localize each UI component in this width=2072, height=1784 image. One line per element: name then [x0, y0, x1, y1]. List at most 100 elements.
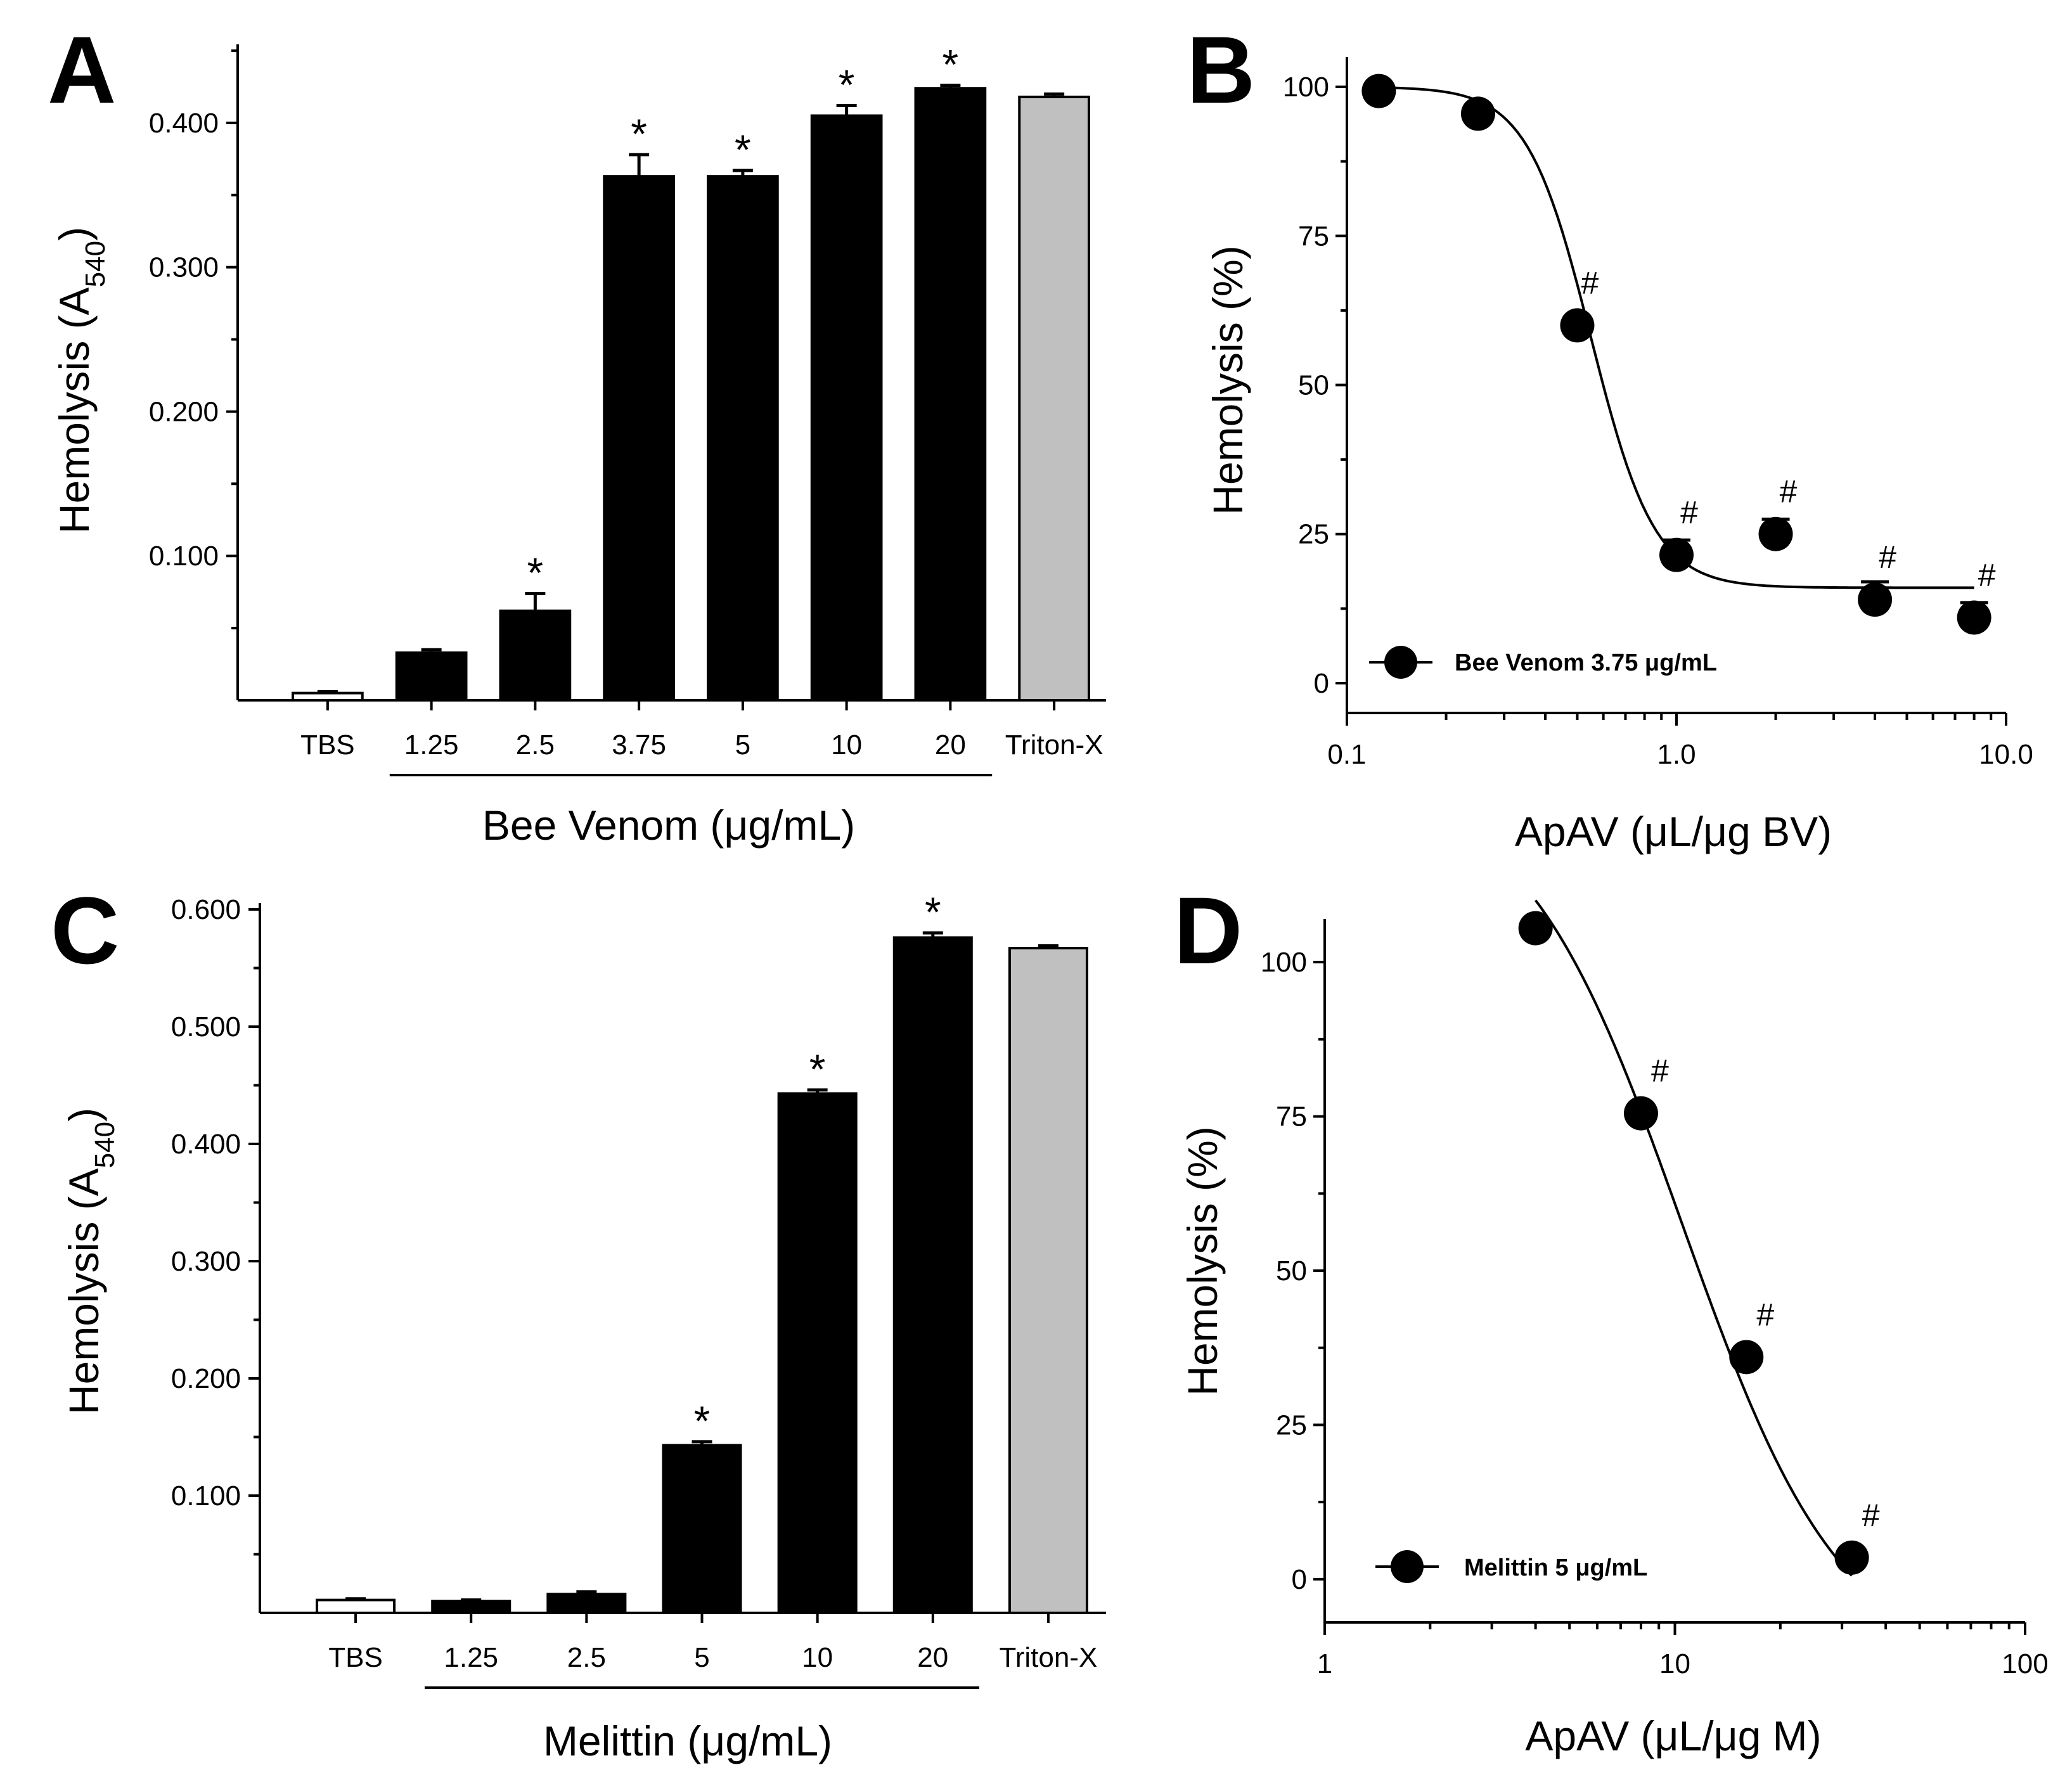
panel-a-category-label: Triton-X — [1005, 729, 1104, 760]
panel-c-bar — [316, 1598, 396, 1614]
panel-b-data-point — [1460, 96, 1495, 131]
panel-c-ytick-label: 0.400 — [171, 1129, 241, 1160]
panel-a: A Hemolysis (A540) Bee Venom (μg/mL) 0.1… — [48, 16, 1106, 849]
panel-d-fit-curve — [1535, 899, 1853, 1577]
panel-a-category-label: 20 — [935, 729, 966, 760]
panel-c-significance-star: * — [809, 1046, 826, 1093]
panel-d-significance-hash: # — [1756, 1297, 1774, 1332]
panel-c-bar — [431, 1600, 512, 1614]
panel-d-significance-hash: # — [1862, 1498, 1880, 1533]
panel-c-category-label: TBS — [328, 1642, 383, 1673]
panel-d-legend-label: Melittin 5 μg/mL — [1464, 1555, 1647, 1581]
panel-c-category-label: 1.25 — [444, 1642, 498, 1673]
panel-b-ytick-label: 50 — [1298, 370, 1329, 401]
panel-b: B Hemolysis (%) ApAV (μL/μg BV) Bee Veno… — [1187, 16, 2033, 855]
panel-d-data-point — [1834, 1540, 1869, 1575]
panel-a-bar — [707, 175, 779, 702]
panel-a-category-label: TBS — [300, 729, 355, 760]
panel-a-category-label: 1.25 — [404, 729, 459, 760]
panel-a-ylabel-main: Hemolysis (A — [51, 287, 98, 534]
panel-d-ytick-label: 50 — [1276, 1255, 1307, 1287]
panel-d-data-point — [1623, 1096, 1658, 1131]
panel-a-significance-star: * — [839, 61, 855, 108]
panel-c-bar — [662, 1444, 742, 1614]
panel-b-fit-curve — [1379, 86, 1974, 589]
panel-b-data-point — [1858, 582, 1893, 617]
panel-a-bar — [603, 175, 675, 702]
panel-c-category-label: 10 — [802, 1642, 833, 1673]
panel-d-data-point — [1729, 1340, 1764, 1375]
panel-d-label: D — [1174, 877, 1242, 984]
panel-c-bar — [546, 1593, 627, 1614]
panel-b-ylabel: Hemolysis (%) — [1204, 245, 1251, 515]
panel-c: C Hemolysis (A540) Melittin (μg/mL) 0.10… — [51, 877, 1106, 1764]
panel-a-category-label: 2.5 — [516, 729, 555, 760]
panel-a-xlabel: Bee Venom (μg/mL) — [482, 802, 855, 849]
panel-b-xtick-label: 10.0 — [1979, 739, 2033, 770]
panel-d: D Hemolysis (%) ApAV (μL/μg M) Melittin … — [1174, 877, 2049, 1759]
panel-b-xlabel: ApAV (μL/μg BV) — [1515, 808, 1832, 855]
panel-a-ylabel-sub: 540 — [80, 241, 111, 287]
panel-c-ylabel-sub: 540 — [89, 1122, 120, 1168]
panel-b-ytick-label: 100 — [1283, 72, 1329, 103]
panel-a-bar — [1018, 95, 1090, 702]
panel-a-significance-star: * — [527, 549, 544, 596]
panel-c-significance-star: * — [694, 1397, 711, 1444]
panel-c-ytick-label: 0.500 — [171, 1011, 241, 1043]
panel-a-ytick-label: 0.200 — [149, 396, 219, 427]
panel-c-category-label: Triton-X — [1000, 1642, 1098, 1673]
panel-a-significance-star: * — [943, 41, 959, 88]
panel-a-category-label: 5 — [735, 729, 750, 760]
panel-b-legend-marker — [1384, 646, 1417, 679]
panel-d-ylabel: Hemolysis (%) — [1179, 1126, 1226, 1396]
panel-b-data-point — [1758, 517, 1793, 551]
panel-b-xtick-label: 0.1 — [1327, 739, 1366, 770]
panel-b-ytick-label: 0 — [1314, 668, 1329, 699]
panel-c-bar — [892, 936, 973, 1614]
panel-d-ytick-label: 25 — [1276, 1409, 1307, 1441]
panel-d-legend-marker — [1391, 1550, 1424, 1583]
panel-c-ylabel-main: Hemolysis (A — [60, 1168, 107, 1415]
panel-b-legend-label: Bee Venom 3.75 μg/mL — [1455, 650, 1717, 676]
panel-b-data-point — [1957, 600, 1992, 635]
panel-c-ytick-label: 0.100 — [171, 1480, 241, 1511]
panel-d-xtick-label: 100 — [2002, 1648, 2048, 1679]
panel-d-xtick-label: 1 — [1317, 1648, 1332, 1679]
panel-c-ylabel-close: ) — [60, 1108, 107, 1122]
panel-b-label: B — [1187, 16, 1255, 123]
panel-a-bar — [810, 114, 883, 702]
panel-c-bar — [777, 1092, 858, 1614]
panel-b-ytick-label: 25 — [1298, 519, 1329, 550]
panel-b-ytick-label: 75 — [1298, 221, 1329, 252]
panel-d-ytick-label: 100 — [1261, 947, 1307, 978]
panel-d-xtick-label: 10 — [1659, 1648, 1690, 1679]
panel-c-significance-star: * — [925, 889, 941, 935]
panel-c-ytick-label: 0.200 — [171, 1363, 241, 1394]
panel-c-category-label: 2.5 — [567, 1642, 606, 1673]
panel-d-ytick-label: 75 — [1276, 1101, 1307, 1133]
panel-a-bar — [499, 609, 572, 702]
panel-a-category-label: 10 — [831, 729, 862, 760]
panel-c-label: C — [51, 877, 119, 984]
panel-b-data-point — [1361, 74, 1396, 108]
panel-c-xlabel: Melittin (μg/mL) — [543, 1717, 832, 1764]
panel-c-bar — [1008, 947, 1088, 1614]
panel-b-xtick-label: 1.0 — [1657, 739, 1696, 770]
panel-c-category-label: 20 — [917, 1642, 948, 1673]
panel-a-ylabel-close: ) — [51, 227, 98, 241]
panel-a-ytick-label: 0.300 — [149, 252, 219, 283]
panel-a-bar — [914, 87, 987, 702]
panel-b-data-point — [1560, 308, 1595, 343]
panel-a-ytick-label: 0.100 — [149, 541, 219, 572]
panel-a-label: A — [48, 16, 116, 123]
panel-c-ytick-label: 0.600 — [171, 894, 241, 925]
panel-a-category-label: 3.75 — [612, 729, 666, 760]
panel-a-ylabel: Hemolysis (A540) — [51, 227, 111, 534]
panel-a-ytick-label: 0.400 — [149, 108, 219, 139]
panel-a-bar — [395, 651, 468, 702]
panel-b-significance-hash: # — [1581, 265, 1599, 300]
panel-c-category-label: 5 — [694, 1642, 709, 1673]
panel-b-data-point — [1659, 537, 1694, 572]
panel-a-significance-star: * — [631, 110, 647, 157]
